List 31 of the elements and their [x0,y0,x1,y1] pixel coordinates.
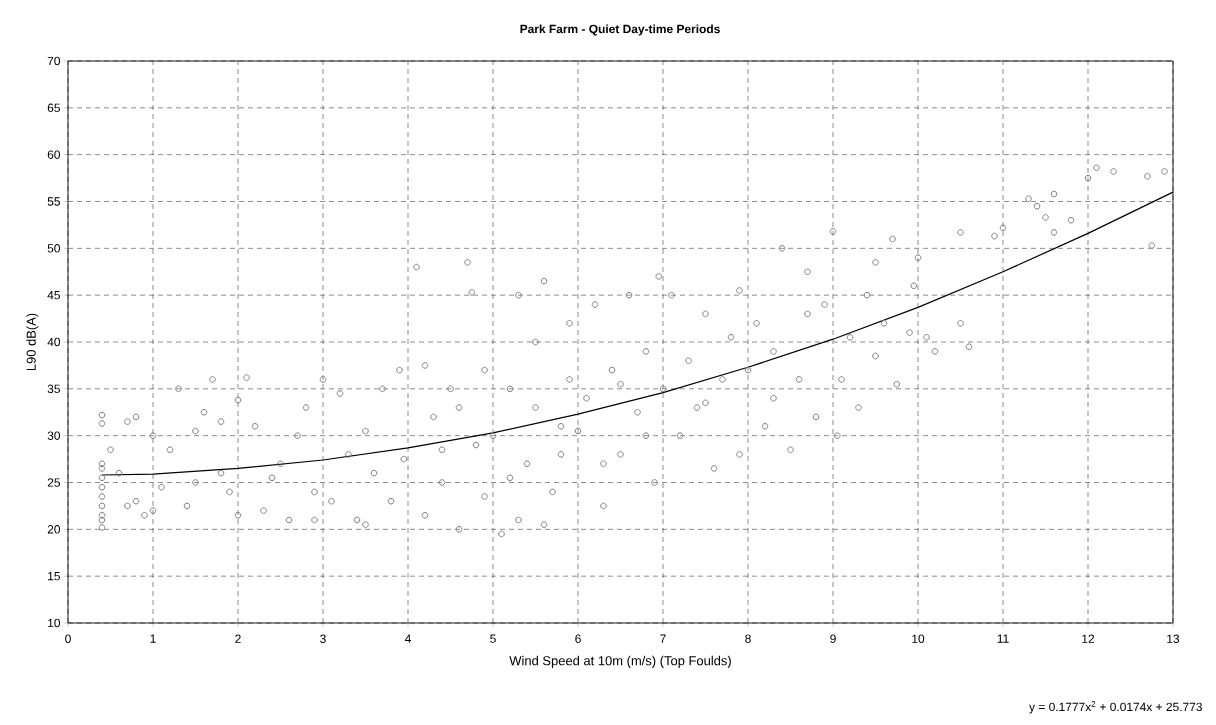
x-axis-title: Wind Speed at 10m (m/s) (Top Foulds) [509,655,731,668]
x-tick-label: 9 [830,634,836,643]
x-tick-label: 12 [1082,634,1095,643]
x-tick-label: 10 [912,634,925,643]
y-tick-label: 60 [47,150,61,159]
x-tick-label: 11 [997,634,1009,643]
y-tick-label: 35 [47,384,60,394]
x-tick-label: 2 [235,634,241,643]
x-tick-label: 6 [575,634,581,643]
y-axis-title: L90 dB(A) [26,313,39,371]
x-tick-label: 3 [320,634,326,643]
y-tick-label: 45 [47,291,60,300]
x-tick-label: 0 [65,634,71,643]
x-tick-label: 7 [660,634,666,643]
y-tick-label: 25 [47,478,60,487]
y-tick-label: 20 [47,525,61,534]
x-tick-label: 4 [404,634,411,643]
x-tick-label: 13 [1167,634,1180,643]
y-tick-label: 70 [47,56,61,66]
text: y = 0.1777x$^{2}$ + 0.0174x + 25.773 [1029,701,1202,714]
x-tick-label: 8 [745,634,751,643]
y-tick-label: 10 [48,618,61,628]
x-tick-label: 1 [150,634,156,643]
x-tick-label: 5 [490,634,496,643]
y-tick-label: 15 [48,572,60,581]
chart-title: Park Farm - Quiet Day-time Periods [520,24,720,36]
y-tick-label: 30 [47,431,61,440]
y-tick-label: 65 [47,103,60,113]
y-tick-label: 50 [47,244,61,253]
y-tick-label: 55 [47,197,60,206]
y-tick-label: 40 [47,337,61,347]
